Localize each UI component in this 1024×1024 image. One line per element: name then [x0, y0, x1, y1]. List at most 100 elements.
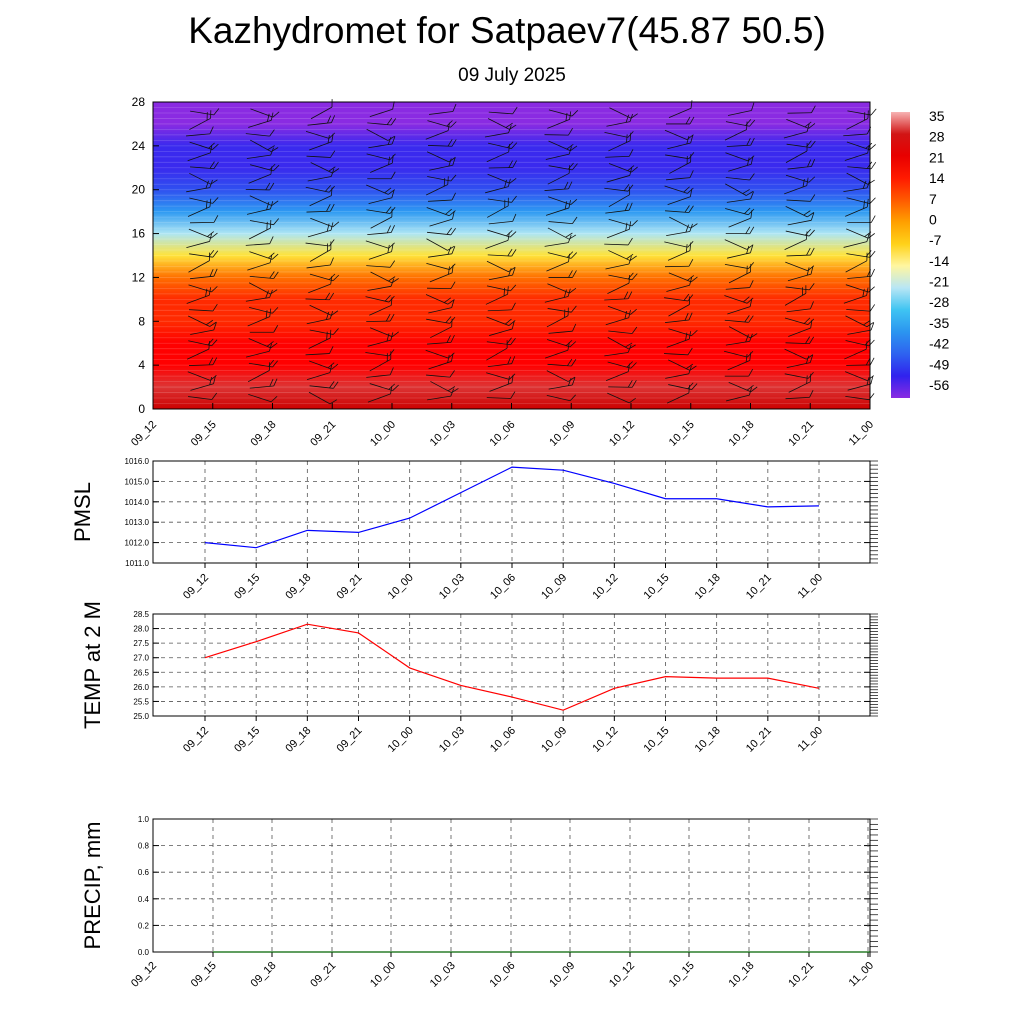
wind-barb [667, 188, 693, 205]
wind-barb-feather [213, 268, 218, 277]
wind-barb-shaft [665, 373, 689, 379]
wind-barb-feather [631, 326, 638, 334]
wind-barb-feather [205, 180, 209, 189]
wind-barb-feather [213, 215, 219, 223]
wind-barb-feather [568, 234, 577, 240]
wind-barb-feather [270, 342, 278, 349]
wind-barb [784, 372, 814, 379]
wind-barb-shaft [728, 326, 751, 339]
x-tick-label: 10_06 [488, 419, 518, 449]
wind-barb-feather [806, 354, 814, 360]
wind-barb-feather [811, 158, 816, 167]
x-tick-label: 10_09 [539, 572, 569, 602]
wind-barb-feather [747, 157, 750, 166]
wind-barb-feather [512, 106, 518, 115]
wind-barb-shaft [369, 383, 393, 391]
wind-barb [305, 185, 335, 193]
wind-barb [489, 321, 515, 336]
wind-barb-feather [271, 147, 279, 153]
wind-barb-shaft [249, 385, 274, 389]
wind-barb-feather [213, 108, 220, 116]
wind-barb [608, 380, 637, 388]
wind-barb-feather [448, 352, 455, 359]
wind-barb-shaft [785, 230, 810, 237]
wind-barb-shaft [728, 217, 752, 228]
wind-barb [365, 294, 395, 303]
wind-barb-feather [748, 315, 754, 323]
x-tick-label: 10_00 [368, 960, 398, 990]
wind-barb [248, 393, 278, 403]
wind-barb [487, 173, 517, 184]
wind-barb [785, 261, 815, 272]
wind-barb [665, 312, 693, 323]
wind-barb-feather [508, 266, 516, 273]
wind-barb-feather [629, 186, 631, 195]
wind-barb-shaft [370, 216, 393, 229]
wind-barb-shaft [246, 208, 271, 215]
wind-barb [546, 394, 576, 402]
wind-barb-feather [810, 212, 815, 221]
wind-barb-shaft [784, 348, 807, 360]
wind-barb-feather [806, 247, 811, 256]
wind-barb [846, 357, 875, 366]
wind-barb-shaft [310, 106, 333, 120]
wind-barb-shaft [785, 397, 810, 400]
wind-barb-feather [570, 252, 578, 259]
wind-barb-feather [512, 213, 517, 222]
wind-barb-feather [745, 226, 751, 234]
wind-barb-feather [330, 150, 336, 158]
wind-barb-feather [685, 332, 688, 341]
wind-barb-feather [688, 258, 694, 267]
wind-barb [430, 318, 453, 339]
wind-barb-shaft [367, 232, 392, 236]
chart-date: 09 July 2025 [458, 65, 566, 86]
wind-barb [608, 326, 638, 334]
wind-barb-shaft [668, 107, 692, 119]
wind-barb-feather [809, 283, 815, 291]
wind-barb [604, 237, 633, 246]
wind-barb [787, 105, 816, 114]
colorbar-label: -21 [929, 274, 949, 290]
y-tick-label: 8 [138, 314, 145, 328]
wind-barb [427, 174, 457, 182]
wind-barb [608, 163, 638, 173]
wind-barb-shaft [247, 262, 271, 271]
wind-barb-shaft [487, 142, 512, 149]
wind-barb-shaft [608, 274, 633, 281]
wind-barb-shaft [844, 152, 868, 161]
wind-barb [426, 238, 455, 251]
x-tick-label: 10_00 [386, 572, 416, 602]
wind-barb-feather [631, 380, 637, 388]
wind-barb-feather [273, 164, 280, 172]
wind-barb-feather [212, 303, 218, 312]
wind-barb-feather [746, 297, 754, 304]
wind-barb [786, 354, 814, 369]
y-tick-label: 16 [132, 227, 146, 241]
wind-barb-feather [627, 165, 635, 171]
wind-barb-shaft [846, 253, 871, 258]
wind-barb-shaft [365, 240, 389, 249]
wind-barb-feather [810, 194, 816, 202]
wind-barb-feather [451, 139, 457, 147]
wind-barb [366, 367, 394, 378]
wind-barb [786, 301, 814, 313]
y-tick-label: 27.5 [133, 639, 149, 648]
wind-barb-feather [267, 113, 270, 122]
wind-barb-shaft [429, 164, 453, 171]
wind-barb-shaft [425, 294, 449, 305]
x-tick-label: 09_15 [232, 572, 262, 602]
wind-barb-feather [386, 117, 393, 125]
wind-barb-feather [511, 356, 516, 364]
wind-barb-feather [447, 299, 455, 305]
wind-barb-feather [745, 334, 749, 343]
wind-barb-shaft [544, 188, 569, 191]
wind-barb-shaft [428, 361, 452, 370]
wind-barb-shaft [427, 120, 451, 128]
y-tick-label: 1.0 [138, 815, 150, 824]
wind-barb-feather [572, 216, 578, 224]
wind-barb-shaft [668, 272, 692, 283]
wind-barb-shaft [190, 110, 214, 116]
wind-barb-feather [265, 182, 271, 191]
panel-frame [152, 818, 871, 953]
wind-barb-shaft [366, 209, 391, 214]
